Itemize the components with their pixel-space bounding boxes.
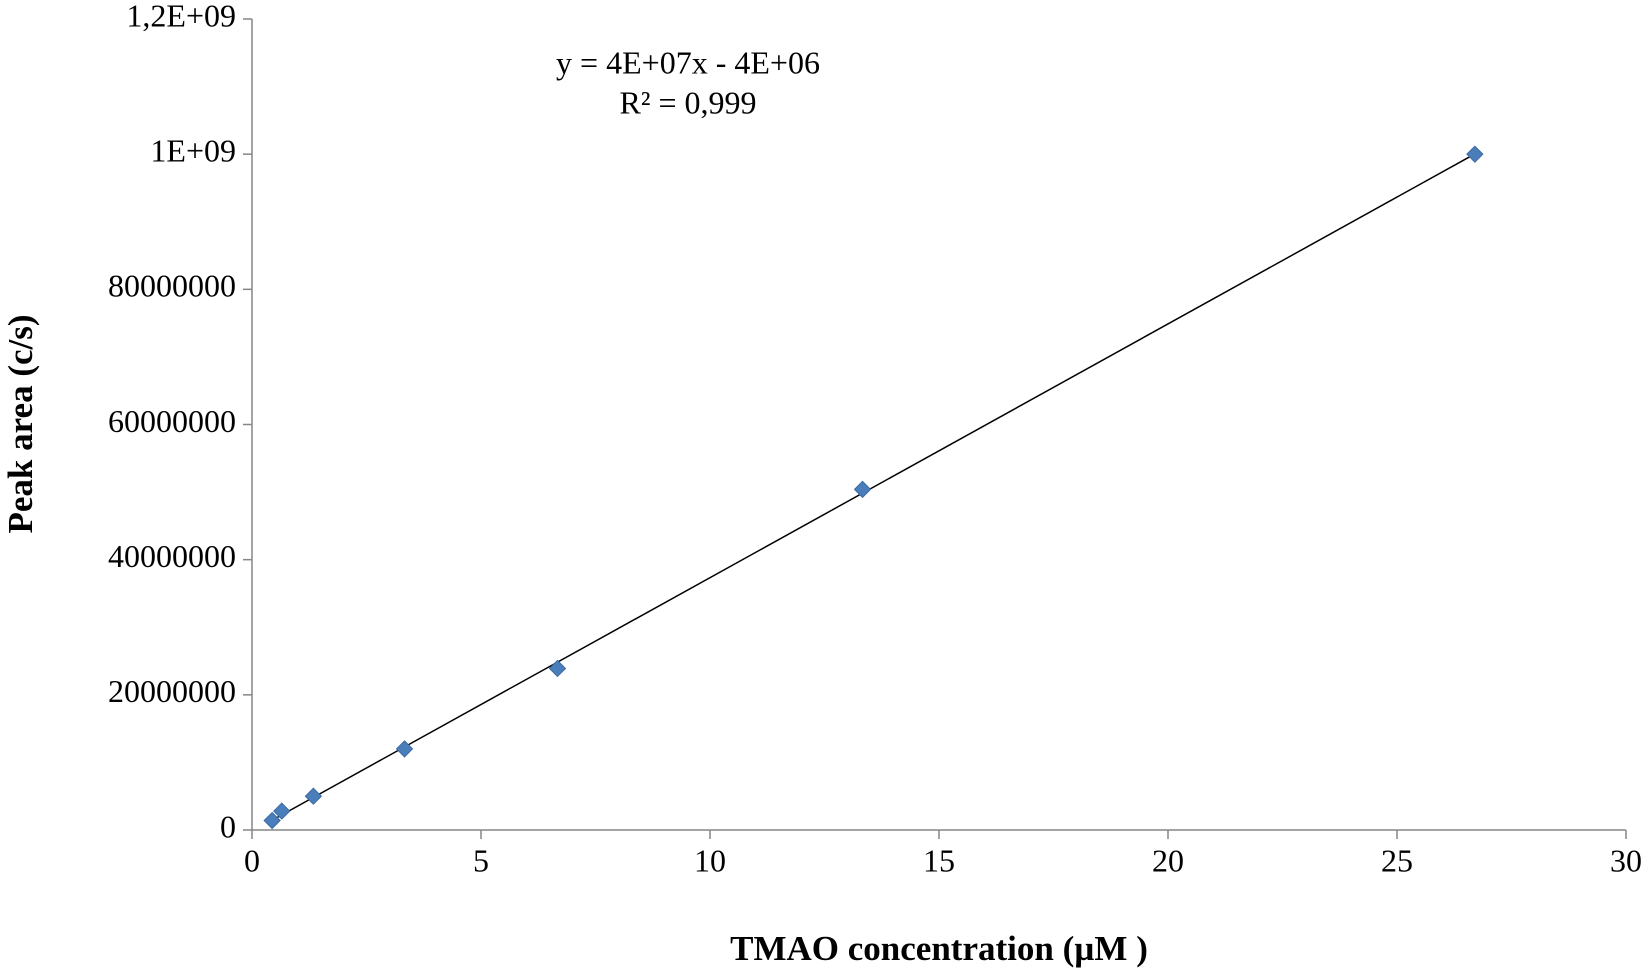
x-tick-label: 15 (923, 842, 955, 878)
trendline (271, 153, 1476, 821)
y-axis-title: Peak area (c/s) (1, 314, 40, 533)
data-point (263, 811, 281, 830)
data-point (548, 659, 567, 678)
x-tick-label: 10 (694, 842, 726, 878)
data-point (1466, 145, 1484, 163)
y-tick-label: 1E+09 (150, 133, 236, 169)
y-tick-label: 20000000 (108, 673, 236, 709)
x-tick-label: 30 (1610, 842, 1642, 878)
data-point (304, 787, 323, 805)
x-tick-label: 0 (244, 842, 260, 878)
y-tick-label: 60000000 (108, 403, 236, 439)
x-axis-title: TMAO concentration (µM ) (730, 929, 1148, 968)
x-tick-label: 20 (1152, 842, 1184, 878)
data-point (395, 740, 414, 758)
y-tick-label: 0 (220, 808, 236, 844)
annotation: y = 4E+07x - 4E+06 (556, 44, 820, 80)
y-tick-label: 1,2E+09 (126, 0, 236, 33)
x-tick-label: 25 (1381, 842, 1413, 878)
data-point (853, 480, 872, 499)
y-tick-label: 80000000 (108, 268, 236, 304)
x-tick-label: 5 (473, 842, 489, 878)
annotation: R² = 0,999 (620, 84, 757, 120)
y-tick-label: 40000000 (108, 538, 236, 574)
data-point (273, 802, 291, 820)
